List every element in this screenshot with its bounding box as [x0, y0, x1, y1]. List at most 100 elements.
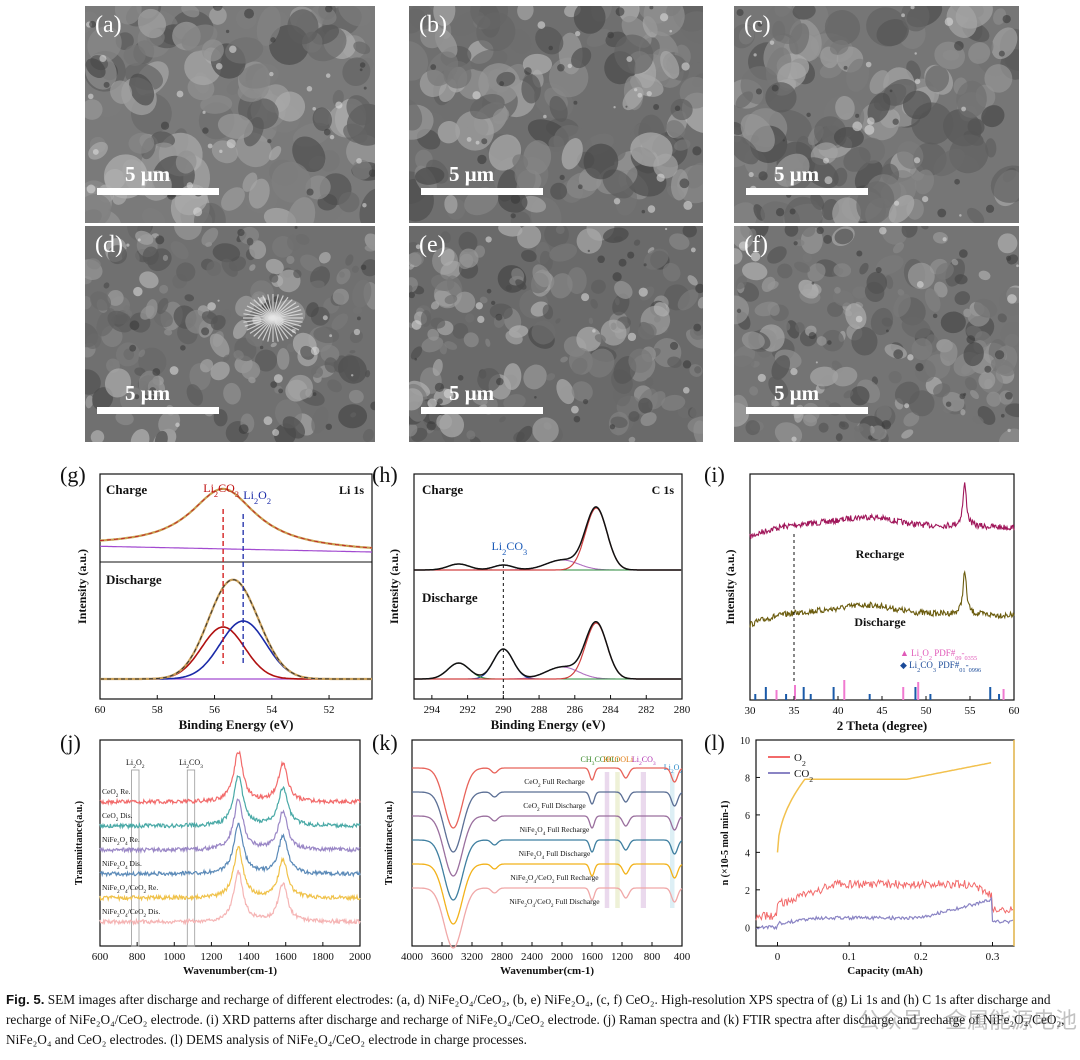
- sem-grain: [734, 135, 759, 165]
- x-tick-label: 800: [129, 951, 146, 963]
- sem-speck: [360, 264, 367, 271]
- sem-speck: [592, 329, 596, 333]
- sem-grain: [420, 310, 432, 327]
- text-span: 2: [538, 783, 541, 789]
- text-span: 4: [533, 879, 536, 885]
- sem-speck: [864, 124, 875, 135]
- text-span: ◆ Li: [900, 660, 918, 670]
- marker-box-li2co3: [186, 769, 196, 947]
- sem-grain: [792, 6, 816, 20]
- sem-grain: [546, 373, 556, 381]
- sem-grain: [410, 346, 423, 360]
- text-span: 0996: [969, 667, 982, 674]
- y-tick-label: 4: [745, 848, 750, 859]
- scale-bar-label: 5 μm: [125, 381, 171, 405]
- sem-speck: [237, 228, 245, 237]
- text-span: 2: [117, 865, 120, 871]
- text-span: -: [962, 648, 965, 658]
- y-axis-label: Intensity (a.u.): [75, 549, 89, 624]
- sem-grain: [643, 248, 669, 270]
- x-tick-label: 1000: [163, 951, 186, 963]
- sem-speck: [643, 263, 647, 267]
- sem-speck: [409, 291, 416, 299]
- sem-grain: [270, 342, 277, 348]
- sem-speck: [625, 105, 628, 108]
- sem-grain: [669, 233, 690, 250]
- annotation-li2co3: Li2CO3: [203, 481, 239, 499]
- sem-grain: [829, 39, 849, 55]
- sem-speck: [325, 423, 333, 430]
- series-2: [99, 798, 361, 854]
- sem-grain: [351, 265, 359, 273]
- sem-grain: [123, 348, 135, 361]
- sem-speck: [1007, 294, 1017, 304]
- sem-speck: [411, 320, 422, 330]
- text-span: 2: [679, 769, 682, 775]
- text-span: 2: [142, 764, 145, 770]
- sem-grain: [921, 226, 929, 230]
- sem-speck: [868, 435, 873, 440]
- sem-grain: [870, 425, 887, 440]
- text-span: O: [794, 752, 802, 764]
- series-co2: [756, 896, 1014, 931]
- sem-grain: [142, 246, 159, 265]
- x-tick-label: 0.2: [914, 951, 928, 963]
- series-label: CeO2 Dis.: [102, 811, 133, 823]
- text-span: /CeO: [128, 907, 144, 916]
- x-tick-label: 280: [674, 704, 691, 716]
- sem-speck: [1004, 391, 1013, 400]
- sem-speck: [238, 424, 249, 435]
- sem-speck: [312, 107, 316, 111]
- sem-speck: [201, 327, 210, 336]
- sem-grain: [576, 228, 603, 254]
- series-label: CeO2 Full Recharge: [524, 777, 585, 789]
- text-span: PDF#: [936, 660, 960, 670]
- sem-speck: [811, 281, 815, 285]
- sem-speck: [790, 368, 798, 376]
- sem-panel-label: (b): [419, 12, 447, 38]
- sem-grain: [320, 344, 340, 363]
- sem-speck: [193, 207, 203, 217]
- annotation-li2o2: Li2O2: [243, 488, 271, 506]
- sem-grain: [967, 207, 985, 223]
- legend-label-o2: O2: [794, 752, 806, 768]
- text-span: 2: [117, 913, 120, 919]
- x-tick-label: 0: [775, 951, 781, 963]
- sem-grain: [137, 8, 166, 39]
- series-o2: [755, 878, 1014, 922]
- sem-grain: [777, 263, 793, 279]
- sem-grain: [846, 58, 870, 92]
- sem-grain: [90, 291, 112, 311]
- sem-speck: [559, 174, 565, 181]
- sem-grain: [851, 326, 878, 356]
- sem-speck: [775, 208, 785, 217]
- caption-figure-number: Fig. 5.: [6, 992, 45, 1007]
- sem-speck: [683, 200, 693, 210]
- sem-grain: [735, 91, 754, 109]
- text-span: O: [674, 763, 680, 772]
- sem-speck: [426, 421, 436, 431]
- sem-speck: [816, 226, 824, 235]
- sem-grain: [427, 51, 459, 86]
- panel-label-l: (l): [704, 730, 725, 755]
- sem-speck: [893, 349, 904, 360]
- sem-speck: [914, 78, 921, 85]
- sem-grain: [694, 366, 702, 374]
- sem-flower-petal: [272, 317, 303, 323]
- sem-speck: [679, 178, 690, 189]
- sem-grain: [287, 374, 313, 400]
- sem-grain: [901, 6, 930, 32]
- sem-grain: [505, 285, 512, 291]
- sem-speck: [133, 286, 143, 297]
- sem-grain: [576, 326, 602, 352]
- sem-grain: [867, 92, 891, 123]
- sem-speck: [944, 17, 954, 26]
- sem-image-b: (b) 5 μm: [409, 6, 703, 223]
- sem-speck: [175, 422, 180, 428]
- sem-speck: [901, 13, 905, 18]
- sem-grain: [351, 159, 372, 180]
- sem-speck: [922, 195, 929, 203]
- text-span: NiFe: [510, 873, 526, 882]
- series-label: NiFe2O4 Dis.: [102, 859, 142, 871]
